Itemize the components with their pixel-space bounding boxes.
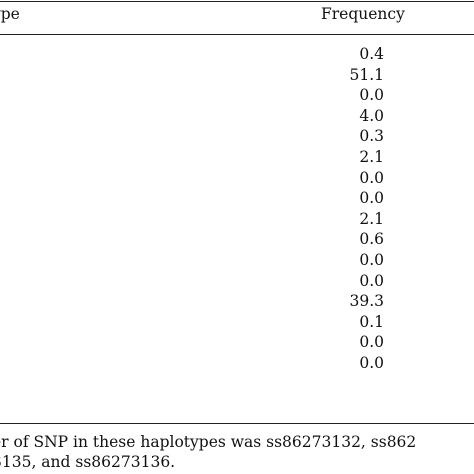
table-row: 0.0: [359, 353, 384, 372]
table-footnote: er of SNP in these haplotypes was ss8627…: [0, 432, 474, 472]
table-top-rule: [0, 1, 474, 2]
table-row: 0.1: [359, 312, 384, 331]
table-row: 0.0: [359, 86, 384, 105]
column-header-haplotype: ype: [0, 5, 20, 23]
table-row: 2.1: [359, 147, 384, 166]
table-row: 4.0: [359, 106, 384, 125]
table-row: 0.6: [359, 230, 384, 249]
table-bottom-rule: [0, 423, 474, 424]
footnote-line-1: er of SNP in these haplotypes was ss8627…: [0, 433, 417, 451]
table-row: 0.0: [359, 271, 384, 290]
table-row: 0.4: [359, 45, 384, 63]
column-header-frequency: Frequency: [321, 5, 405, 23]
table-row: 51.1: [349, 65, 384, 84]
table-row: 0.0: [359, 189, 384, 208]
header-rule: [0, 34, 474, 35]
table-row: 39.3: [349, 292, 384, 311]
footnote-line-2: 3135, and ss86273136.: [0, 453, 176, 471]
frequency-column: 0.4 51.1 0.0 4.0 0.3 2.1 0.0 0.0 2.1 0.6…: [349, 44, 384, 374]
table-row: 0.0: [359, 168, 384, 187]
table-row: 0.0: [359, 250, 384, 269]
table-row: 2.1: [359, 209, 384, 228]
table-row: 0.3: [359, 127, 384, 146]
table-row: 0.0: [359, 333, 384, 352]
